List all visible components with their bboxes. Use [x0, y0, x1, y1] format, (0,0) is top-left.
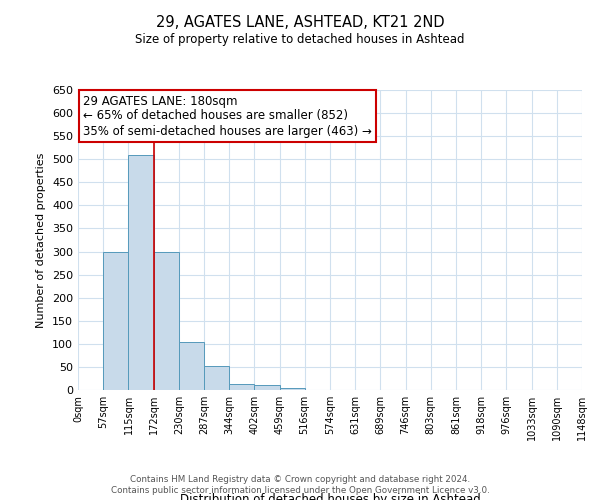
Bar [204, 366, 229, 390]
X-axis label: Distribution of detached houses by size in Ashtead: Distribution of detached houses by size … [179, 493, 481, 500]
Text: 29, AGATES LANE, ASHTEAD, KT21 2ND: 29, AGATES LANE, ASHTEAD, KT21 2ND [155, 15, 445, 30]
Bar [254, 386, 280, 390]
Text: 29 AGATES LANE: 180sqm
← 65% of detached houses are smaller (852)
35% of semi-de: 29 AGATES LANE: 180sqm ← 65% of detached… [83, 94, 372, 138]
Text: Contains public sector information licensed under the Open Government Licence v3: Contains public sector information licen… [110, 486, 490, 495]
Y-axis label: Number of detached properties: Number of detached properties [37, 152, 46, 328]
Text: Size of property relative to detached houses in Ashtead: Size of property relative to detached ho… [135, 32, 465, 46]
Bar [128, 154, 154, 390]
Bar [103, 252, 128, 390]
Bar [179, 342, 204, 390]
Text: Contains HM Land Registry data © Crown copyright and database right 2024.: Contains HM Land Registry data © Crown c… [130, 475, 470, 484]
Bar [154, 252, 179, 390]
Bar [280, 388, 305, 390]
Bar [229, 384, 254, 390]
